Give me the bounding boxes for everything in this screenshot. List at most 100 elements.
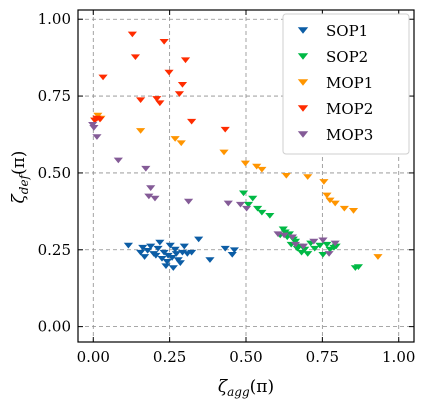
- data-point: [373, 254, 383, 260]
- data-point: [136, 97, 146, 104]
- y-tick-label: 0.75: [38, 87, 71, 105]
- legend-label: MOP3: [326, 126, 373, 144]
- data-point: [167, 255, 177, 261]
- data-point: [155, 239, 165, 246]
- y-tick-label: 0.50: [38, 164, 71, 182]
- data-point: [113, 157, 123, 164]
- legend-label: MOP1: [326, 74, 373, 92]
- data-point: [157, 255, 167, 262]
- series-mop3: [88, 121, 340, 257]
- data-point: [159, 38, 169, 45]
- data-point: [144, 193, 154, 200]
- data-point: [92, 134, 102, 140]
- tick-labels: 0.00 0.25 0.50 0.75 1.00 0.00 0.25 0.50 0.75 1.00: [38, 10, 416, 366]
- legend-marker: [297, 131, 309, 138]
- legend-item-mop2: MOP2: [297, 100, 373, 118]
- data-point: [238, 190, 249, 197]
- x-tick-label: 0.75: [306, 348, 339, 366]
- data-point: [130, 54, 141, 61]
- data-point: [153, 245, 163, 252]
- data-point: [139, 254, 150, 260]
- data-point: [278, 226, 288, 233]
- data-point: [180, 57, 191, 64]
- legend-label: SOP2: [326, 48, 368, 66]
- data-point: [265, 212, 275, 219]
- legend-marker: [297, 79, 309, 86]
- data-point: [315, 242, 325, 249]
- data-point: [173, 257, 183, 263]
- data-point: [151, 252, 161, 259]
- legend-label: SOP1: [326, 22, 368, 40]
- data-point: [220, 126, 230, 133]
- data-point: [318, 251, 328, 258]
- data-point: [325, 197, 335, 204]
- data-point: [179, 243, 189, 250]
- series-mop1: [90, 112, 383, 260]
- data-point: [331, 243, 341, 250]
- y-tick-label: 1.00: [38, 10, 71, 28]
- series-sop2: [238, 190, 364, 271]
- data-point: [143, 247, 153, 254]
- data-point: [150, 195, 160, 202]
- data-point: [159, 249, 169, 256]
- data-point: [279, 232, 289, 239]
- data-point: [310, 245, 320, 252]
- data-point: [227, 251, 237, 258]
- data-point: [194, 236, 204, 243]
- series-sop1: [123, 236, 239, 271]
- x-tick-label: 0.50: [229, 348, 262, 366]
- x-tick-label: 0.25: [153, 348, 186, 366]
- data-point: [252, 163, 262, 170]
- data-point: [175, 260, 185, 266]
- data-point: [162, 259, 172, 265]
- data-point: [127, 31, 137, 38]
- data-point: [322, 192, 332, 199]
- data-point: [348, 208, 359, 214]
- legend-item-mop1: MOP1: [297, 74, 373, 92]
- data-point: [152, 96, 162, 102]
- data-point: [223, 200, 233, 207]
- data-point: [257, 166, 267, 173]
- data-point: [168, 265, 178, 271]
- data-point: [322, 241, 332, 248]
- data-point: [290, 238, 301, 245]
- data-point: [330, 200, 340, 207]
- legend-marker: [297, 105, 309, 112]
- data-point: [170, 136, 180, 142]
- data-point: [170, 246, 180, 253]
- data-point: [300, 246, 310, 253]
- data-point: [174, 91, 185, 97]
- data-point: [136, 128, 146, 134]
- data-point: [187, 118, 197, 125]
- data-point: [253, 205, 263, 212]
- data-point: [319, 179, 329, 185]
- legend-marker: [297, 53, 309, 60]
- data-point: [243, 201, 254, 208]
- data-point: [339, 205, 349, 212]
- data-point: [353, 264, 364, 270]
- data-point: [146, 185, 156, 191]
- data-point: [257, 209, 267, 216]
- data-point: [229, 247, 239, 254]
- series-mop2: [90, 31, 230, 133]
- x-tick-label: 1.00: [382, 348, 415, 366]
- data-points: [88, 31, 383, 271]
- data-point: [95, 116, 105, 123]
- data-point: [220, 245, 230, 252]
- data-point: [240, 160, 250, 167]
- data-point: [161, 263, 171, 270]
- legend: SOP1 SOP2 MOP1 MOP2 MOP3: [282, 13, 410, 155]
- data-point: [183, 198, 194, 205]
- data-point: [309, 238, 319, 245]
- data-point: [171, 251, 181, 257]
- data-point: [248, 195, 258, 202]
- legend-item-sop1: SOP1: [297, 22, 368, 40]
- data-point: [187, 249, 197, 256]
- data-point: [88, 121, 98, 128]
- data-point: [235, 201, 246, 208]
- data-point: [280, 229, 290, 236]
- y-axis-label: ζdef(π): [9, 151, 31, 204]
- data-point: [177, 81, 188, 88]
- data-point: [281, 172, 291, 179]
